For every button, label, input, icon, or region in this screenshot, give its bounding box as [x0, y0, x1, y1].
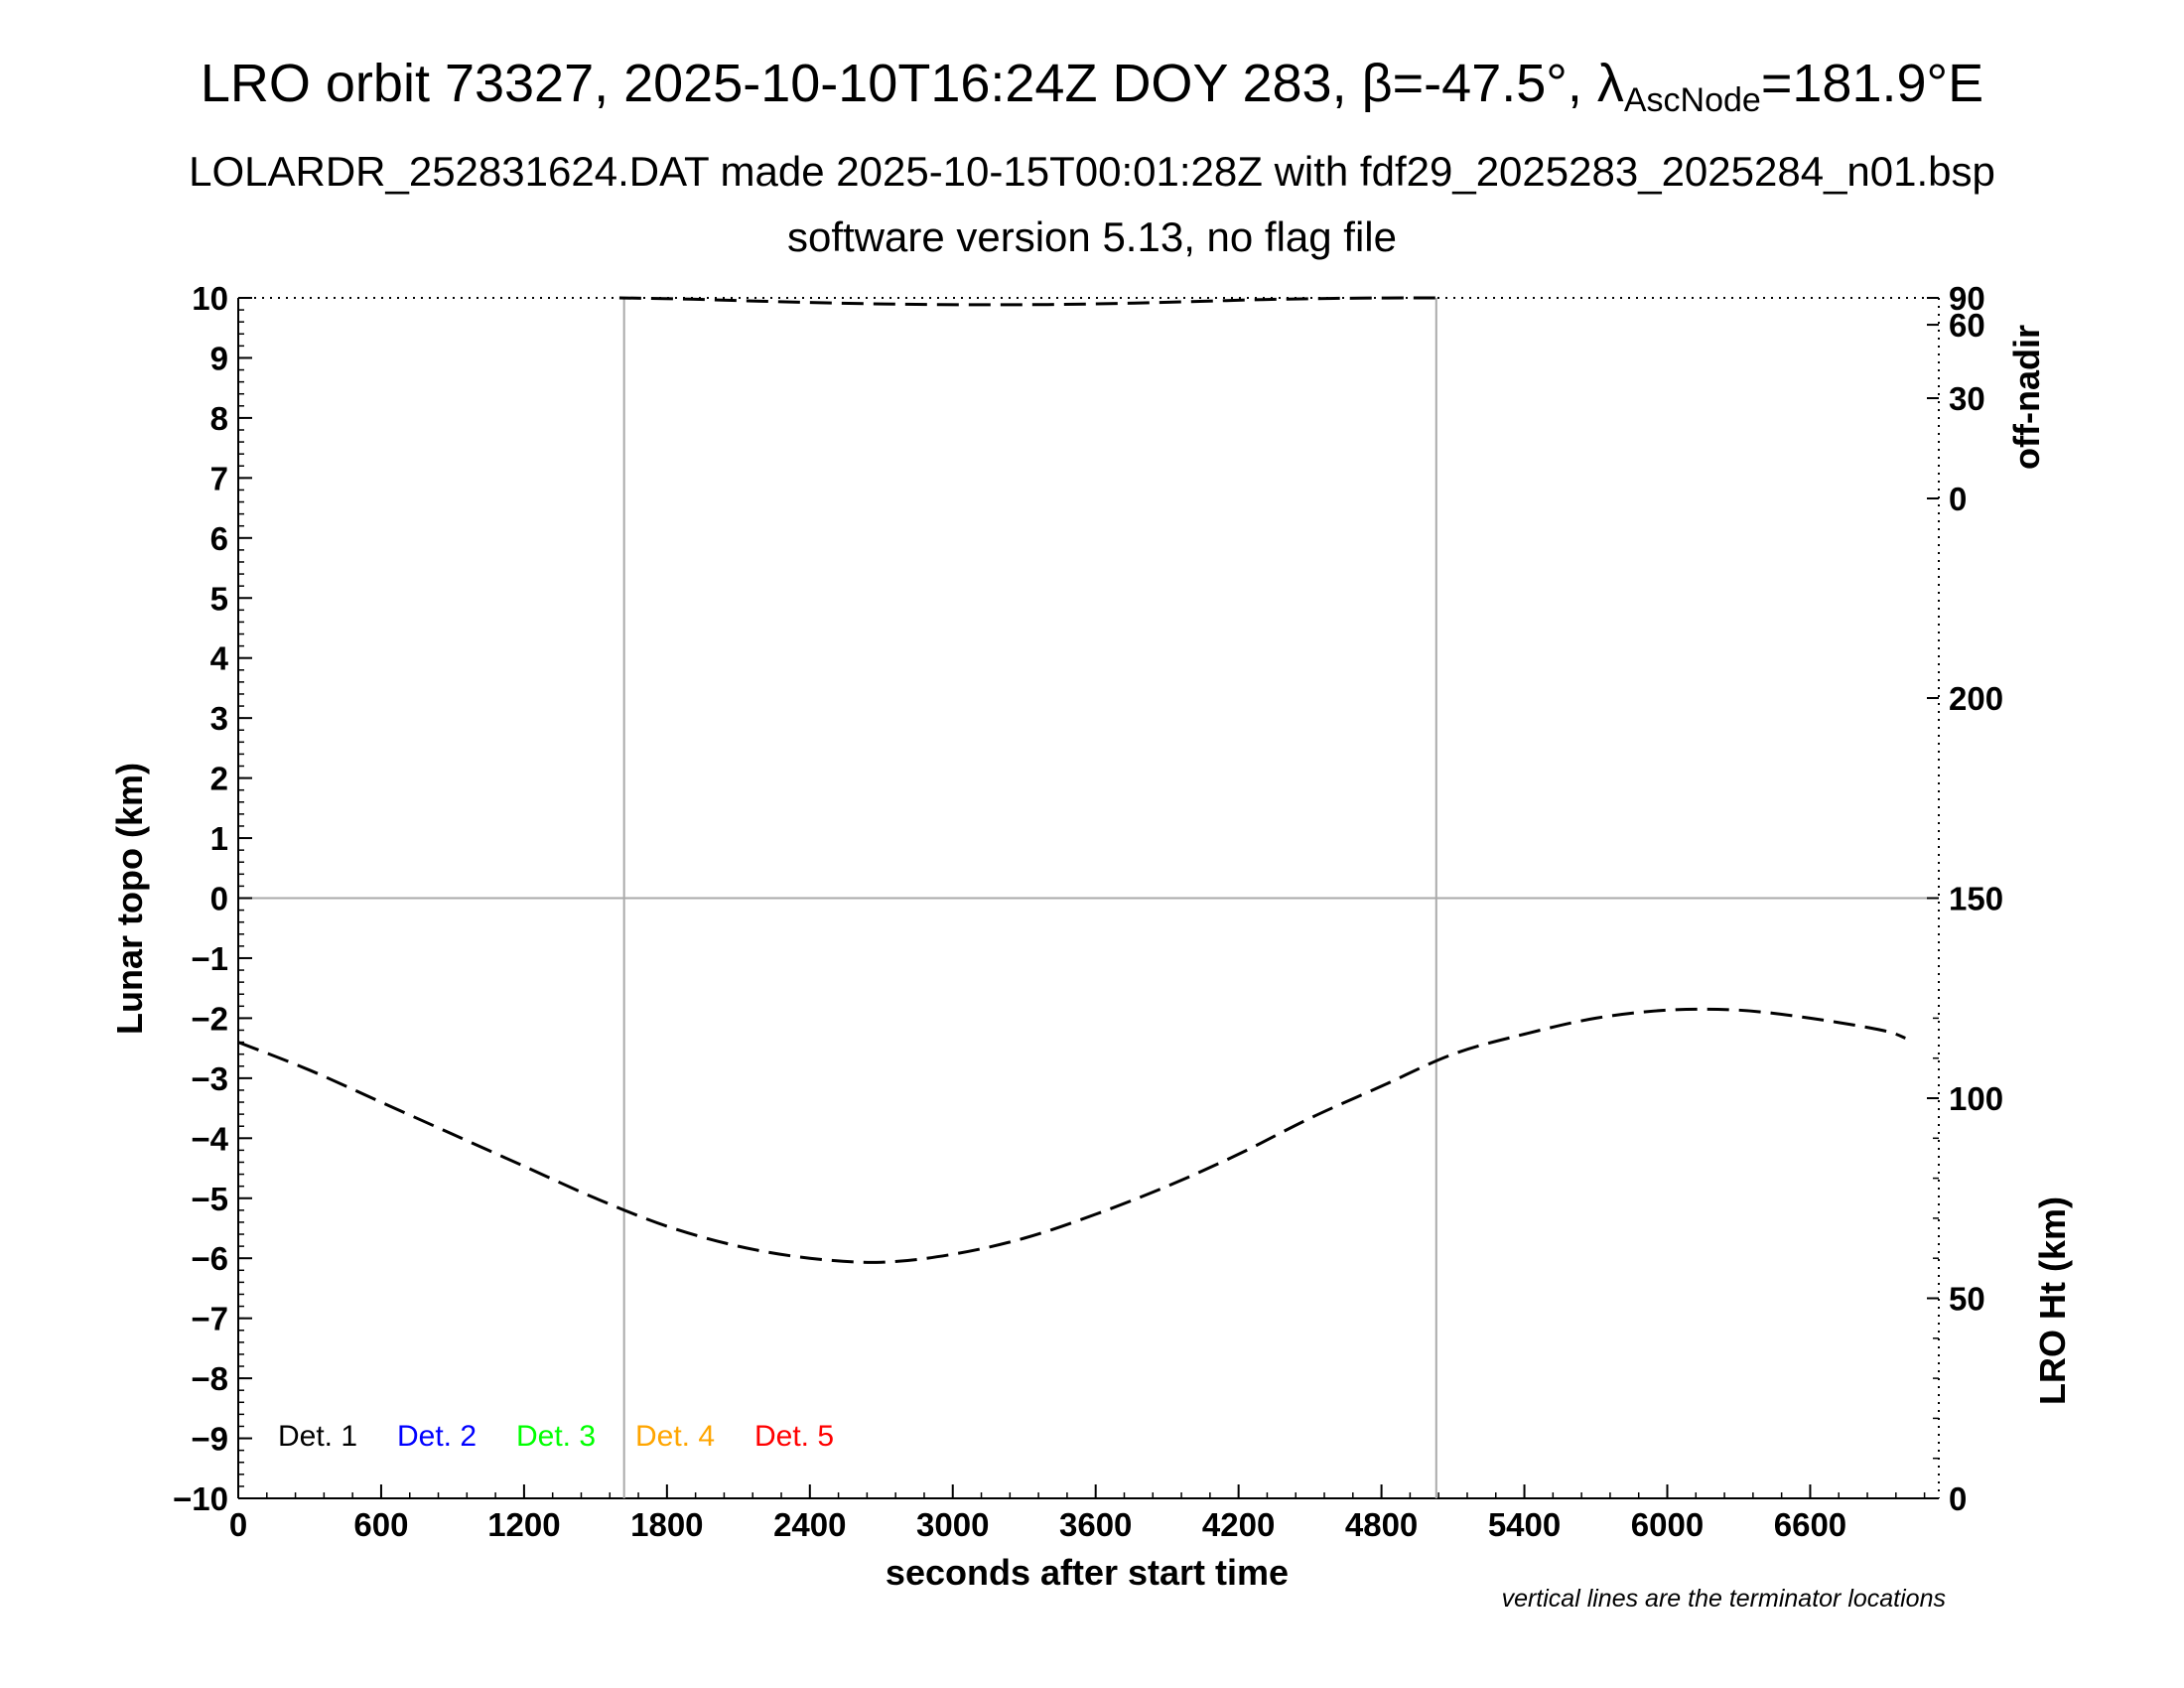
y-left-tick-label: −8: [191, 1360, 228, 1397]
y-left-tick-label: 6: [210, 520, 228, 557]
chart-subtitle-2: software version 5.13, no flag file: [786, 213, 1397, 260]
y-left-tick-label: 5: [210, 580, 228, 617]
y-left-tick-label: 3: [210, 700, 228, 737]
y-left-tick-label: 1: [210, 820, 228, 857]
chart-title: LRO orbit 73327, 2025-10-10T16:24Z DOY 2…: [0, 52, 2184, 132]
y-left-tick-label: −1: [191, 940, 228, 977]
y-right-bottom-tick-label: 0: [1949, 1480, 1967, 1517]
legend-entry-det-1: Det. 1: [278, 1420, 357, 1453]
x-axis-label: seconds after start time: [886, 1552, 1289, 1593]
gridlines: [238, 298, 1939, 1498]
y-right-bottom-tick-label: 200: [1949, 680, 2003, 717]
y-left-tick-label: 10: [192, 280, 228, 317]
lro-height-series-line: [237, 1007, 1906, 1264]
y-left-tick-label: 8: [210, 400, 228, 437]
y-right-top-tick-label: 90: [1949, 280, 1985, 317]
y-left-tick-label: −5: [191, 1181, 228, 1217]
y-right-bottom-tick-label: 100: [1949, 1080, 2003, 1117]
y-left-tick-label: 4: [210, 640, 229, 677]
chart-subtitle: LOLARDR_252831624.DAT made 2025-10-15T00…: [189, 148, 1995, 195]
x-axis-ticks: 0 600 1200 1800 2400 3000 3600 4200 4800 5400 6000…: [229, 1484, 1846, 1543]
legend: Det. 1 Det. 2 Det. 3 Det. 4 Det. 5: [278, 1420, 834, 1453]
y-left-tick-label: −6: [191, 1240, 228, 1277]
series-layer: [237, 296, 1906, 1264]
x-tick-label: 4200: [1202, 1506, 1275, 1543]
y-right-top-axis-label: off-nadir: [2006, 325, 2047, 470]
chart-title-prefix: LRO orbit 73327, 2025-10-10T16:24Z DOY 2…: [200, 54, 1624, 113]
y-left-tick-label: −10: [173, 1480, 228, 1517]
y-right-bottom-axis-ticks: 200 150 100 50 0: [1927, 680, 2003, 1517]
y-left-tick-label: −3: [191, 1060, 228, 1097]
x-tick-label: 5400: [1488, 1506, 1561, 1543]
y-left-tick-label: −9: [191, 1421, 228, 1458]
off-nadir-series-line: [618, 296, 1436, 307]
y-left-tick-label: 0: [210, 881, 228, 917]
y-left-tick-label: −2: [191, 1000, 228, 1037]
y-left-tick-label: 7: [210, 460, 228, 496]
x-tick-label: 6000: [1631, 1506, 1704, 1543]
legend-entry-det-2: Det. 2: [397, 1420, 477, 1453]
chart-title-suffix: =181.9°E: [1760, 54, 1984, 113]
x-tick-label: 3600: [1059, 1506, 1132, 1543]
x-tick-label: 1800: [630, 1506, 703, 1543]
legend-entry-det-3: Det. 3: [516, 1420, 596, 1453]
y-left-tick-label: −4: [191, 1120, 228, 1157]
y-right-top-tick-label: 30: [1949, 380, 1985, 417]
minor-ticks: [237, 297, 1939, 1499]
x-tick-label: 2400: [773, 1506, 846, 1543]
y-left-tick-label: 2: [210, 761, 228, 797]
y-right-top-tick-label: 0: [1949, 481, 1967, 517]
x-tick-label: 600: [353, 1506, 408, 1543]
y-left-tick-label: 9: [210, 340, 228, 376]
y-left-tick-label: −7: [191, 1301, 228, 1337]
y-right-bottom-tick-label: 150: [1949, 881, 2003, 917]
x-tick-label: 4800: [1345, 1506, 1418, 1543]
y-right-bottom-axis-label: LRO Ht (km): [2032, 1196, 2073, 1405]
y-right-bottom-tick-label: 50: [1949, 1281, 1985, 1318]
legend-entry-det-4: Det. 4: [635, 1420, 715, 1453]
y-right-top-tick-label: 60: [1949, 307, 1985, 344]
x-tick-label: 6600: [1774, 1506, 1846, 1543]
x-tick-label: 0: [229, 1506, 247, 1543]
x-tick-label: 3000: [916, 1506, 989, 1543]
chart-title-subscript: AscNode: [1623, 81, 1761, 119]
y-left-axis-label: Lunar topo (km): [109, 763, 150, 1035]
legend-entry-det-5: Det. 5: [754, 1420, 834, 1453]
footnote: vertical lines are the terminator locati…: [1502, 1585, 1946, 1613]
x-tick-label: 1200: [487, 1506, 560, 1543]
